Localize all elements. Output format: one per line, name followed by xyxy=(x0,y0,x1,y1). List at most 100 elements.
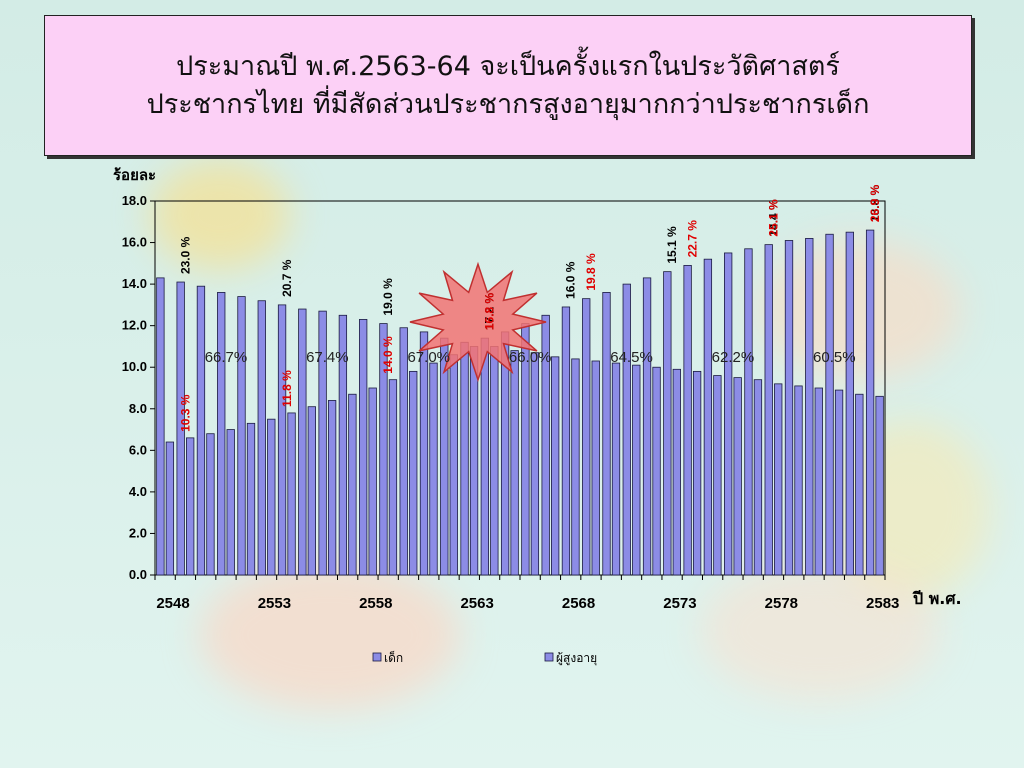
y-tick-label: 14.0 xyxy=(122,276,147,291)
y-tick-label: 12.0 xyxy=(122,318,147,333)
bar-child xyxy=(399,327,408,576)
bar-child xyxy=(257,300,266,576)
bar-child xyxy=(602,292,611,576)
bar-elderly xyxy=(875,395,884,576)
bar-child xyxy=(359,319,368,576)
bar-child xyxy=(784,240,794,576)
bar-child xyxy=(460,341,469,576)
working-age-pct-label: 67.0% xyxy=(407,349,450,366)
x-tick-label: 2573 xyxy=(663,595,696,612)
star-burst-icon xyxy=(409,261,547,383)
bar-elderly xyxy=(794,385,803,576)
x-tick-label: 2553 xyxy=(258,595,291,612)
working-age-pct-label: 64.5% xyxy=(610,349,653,366)
legend-swatch-child xyxy=(372,652,382,662)
bar-child xyxy=(845,231,854,576)
bar-elderly xyxy=(186,437,195,576)
child-pct-label: 20.7 % xyxy=(280,259,294,297)
bar-elderly xyxy=(855,393,864,576)
bar-child xyxy=(865,229,875,576)
legend-label-elderly: ผู้สูงอายุ xyxy=(556,651,597,666)
x-tick-label: 2568 xyxy=(562,595,595,612)
bar-elderly xyxy=(510,350,519,576)
bar-child xyxy=(561,306,571,576)
background-decoration xyxy=(150,160,290,270)
bar-elderly xyxy=(246,422,256,576)
working-age-pct-label: 66.7% xyxy=(205,349,248,366)
working-age-pct-label: 67.4% xyxy=(306,349,349,366)
bar-elderly xyxy=(774,383,783,576)
y-tick-label: 18.0 xyxy=(122,193,147,208)
bar-child xyxy=(217,292,226,576)
background-decoration xyxy=(200,560,460,710)
bar-child xyxy=(622,283,631,576)
bar-child xyxy=(419,331,429,576)
bar-child xyxy=(176,281,185,576)
child-pct-label: 23.0 % xyxy=(178,236,192,274)
child-pct-label: 17.2 % xyxy=(483,292,497,330)
bar-child xyxy=(642,277,652,576)
bar-elderly xyxy=(652,366,661,576)
bar-child xyxy=(379,323,388,576)
bar-elderly xyxy=(753,379,763,576)
working-age-pct-label: 60.5% xyxy=(813,349,856,366)
bar-elderly xyxy=(388,379,398,576)
elderly-pct-label: 22.7 % xyxy=(685,220,699,258)
title-line-2: ประชากรไทย ที่มีสัดส่วนประชากรสูงอายุมาก… xyxy=(146,88,870,120)
background-decoration xyxy=(760,240,960,380)
bar-elderly xyxy=(368,387,377,576)
y-tick-label: 0.0 xyxy=(129,567,147,582)
bar-elderly xyxy=(287,412,296,576)
child-pct-label: 19.0 % xyxy=(381,278,395,316)
bar-child xyxy=(703,258,713,576)
bar-elderly xyxy=(348,393,357,576)
bar-elderly xyxy=(672,368,681,576)
x-tick-label: 2548 xyxy=(156,595,189,612)
bar-elderly xyxy=(834,389,844,576)
bar-elderly xyxy=(449,354,458,576)
bar-child xyxy=(582,298,591,576)
bar-child xyxy=(805,237,814,576)
elderly-pct-label: 26.9 % xyxy=(868,184,882,222)
bar-elderly xyxy=(206,433,215,576)
working-age-pct-label: 62.2% xyxy=(712,349,755,366)
y-tick-label: 4.0 xyxy=(129,484,147,499)
x-axis-label: ปี พ.ศ. xyxy=(912,589,962,608)
working-age-pct-label: 66.0% xyxy=(509,349,552,366)
bar-elderly xyxy=(469,346,479,576)
title-box: ประมาณปี พ.ศ.2563-64 จะเป็นครั้งแรกในประ… xyxy=(44,15,972,156)
background-decoration xyxy=(700,560,940,700)
bar-elderly xyxy=(611,362,621,576)
bar-child xyxy=(156,277,165,576)
elderly-pct-label: 25.1 % xyxy=(766,199,780,237)
y-tick-label: 8.0 xyxy=(129,401,147,416)
elderly-pct-label: 11.8 % xyxy=(280,370,294,407)
bar-elderly xyxy=(307,406,316,576)
title-line-1: ประมาณปี พ.ศ.2563-64 จะเป็นครั้งแรกในประ… xyxy=(176,50,840,82)
elderly-pct-label: 16.8 % xyxy=(483,292,497,330)
bar-child xyxy=(338,314,348,576)
bar-elderly xyxy=(632,364,641,576)
bar-elderly xyxy=(267,418,276,576)
bar-elderly xyxy=(692,370,702,576)
legend-swatch-elderly xyxy=(544,652,554,662)
bar-elderly xyxy=(226,429,235,576)
bar-elderly xyxy=(327,400,337,576)
y-tick-label: 16.0 xyxy=(122,235,147,250)
bar-elderly xyxy=(814,387,823,576)
bar-elderly xyxy=(571,358,580,576)
bar-child xyxy=(683,265,692,576)
bar-elderly xyxy=(490,346,499,576)
bar-child xyxy=(764,244,773,576)
x-tick-label: 2583 xyxy=(866,595,899,612)
y-axis-label: ร้อยละ xyxy=(113,166,156,184)
bar-child xyxy=(440,337,449,576)
bar-child xyxy=(825,233,834,576)
bar-elderly xyxy=(713,375,722,576)
y-tick-label: 10.0 xyxy=(122,359,147,374)
x-tick-label: 2563 xyxy=(460,595,493,612)
child-pct-label: 15.1 % xyxy=(665,226,679,264)
child-pct-label: 13.8 % xyxy=(868,184,882,222)
child-pct-label: 14.4 % xyxy=(766,199,780,237)
